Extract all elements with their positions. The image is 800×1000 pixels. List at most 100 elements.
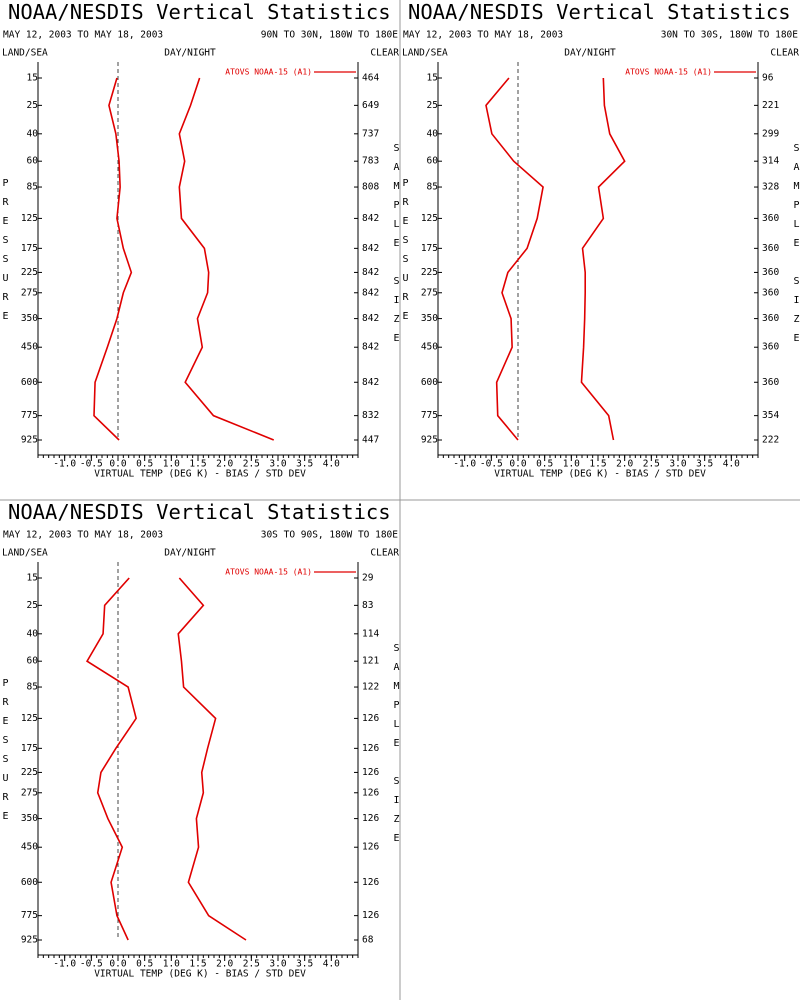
sample-size: 808	[362, 182, 379, 193]
y-tick-label: 60	[27, 156, 39, 167]
sample-size: 126	[362, 877, 379, 888]
sample-size: 126	[362, 713, 379, 724]
data-line	[178, 77, 275, 441]
x-tick-label: 0.0	[109, 959, 126, 970]
y-tick-label: 15	[27, 73, 38, 84]
sample-size: 783	[362, 156, 379, 167]
sample-size: 221	[762, 100, 779, 111]
y-tick-label: 85	[27, 682, 38, 693]
y2-axis-label: SAMPLE SIZE	[791, 143, 800, 352]
x-tick-label: 3.0	[269, 459, 286, 470]
x-tick-label: -1.0	[53, 459, 76, 470]
panel: NOAA/NESDIS Vertical Statistics MAY 12, 2…	[0, 500, 402, 980]
legend-label: ATOVS NOAA-15 (A1)	[625, 68, 712, 77]
date-range: MAY 12, 2003 TO MAY 18, 2003	[403, 30, 563, 41]
x-tick-label: 2.0	[216, 459, 233, 470]
y-tick-label: 25	[27, 600, 38, 611]
x-tick-label: 0.5	[136, 459, 153, 470]
y-axis-label: PRESSURE	[0, 178, 11, 330]
legend-label: ATOVS NOAA-15 (A1)	[225, 68, 312, 77]
x-tick-label: 2.0	[616, 459, 633, 470]
x-axis-label: VIRTUAL TEMP (DEG K) - BIAS / STD DEV	[94, 969, 306, 980]
y-axis-label: PRESSURE	[0, 678, 11, 830]
y-tick-label: 450	[421, 342, 438, 353]
y-tick-label: 225	[21, 267, 38, 278]
sample-size: 832	[362, 410, 379, 421]
data-line	[177, 577, 247, 941]
y-tick-label: 350	[21, 813, 38, 824]
y-tick-label: 175	[421, 243, 438, 254]
sample-size: 842	[362, 313, 379, 324]
sample-size: 360	[762, 243, 779, 254]
chart-title: NOAA/NESDIS Vertical Statistics	[8, 500, 391, 524]
y2-axis-label: SAMPLE SIZE	[391, 643, 402, 852]
sample-size: 360	[762, 267, 779, 278]
x-tick-label: 1.5	[189, 959, 206, 970]
day-night: DAY/NIGHT	[164, 48, 216, 59]
y-tick-label: 60	[427, 156, 439, 167]
region: 30N TO 30S, 180W TO 180E	[661, 30, 799, 41]
sample-size: 126	[362, 743, 379, 754]
y-tick-label: 40	[427, 128, 439, 139]
land-sea: LAND/SEA	[2, 48, 48, 59]
x-tick-label: 1.0	[163, 959, 180, 970]
y-tick-label: 85	[427, 182, 438, 193]
x-tick-label: 1.0	[163, 459, 180, 470]
sample-size: 360	[762, 213, 779, 224]
y-tick-label: 15	[427, 73, 438, 84]
sample-size: 68	[362, 935, 374, 946]
y-tick-label: 775	[21, 910, 38, 921]
sample-size: 126	[362, 842, 379, 853]
x-tick-label: 0.5	[536, 459, 553, 470]
sample-size: 299	[762, 128, 779, 139]
x-tick-label: 3.0	[269, 959, 286, 970]
x-tick-label: 1.5	[189, 459, 206, 470]
sample-size: 126	[362, 787, 379, 798]
y-tick-label: 775	[421, 410, 438, 421]
x-tick-label: 4.0	[323, 459, 340, 470]
data-line	[580, 77, 626, 441]
x-tick-label: -0.5	[80, 959, 103, 970]
x-axis-label: VIRTUAL TEMP (DEG K) - BIAS / STD DEV	[94, 469, 306, 480]
y-tick-label: 25	[27, 100, 38, 111]
x-tick-label: 2.5	[243, 459, 260, 470]
sample-size: 842	[362, 243, 379, 254]
y-tick-label: 600	[21, 377, 38, 388]
day-night: DAY/NIGHT	[564, 48, 616, 59]
sample-size: 842	[362, 267, 379, 278]
y-tick-label: 600	[421, 377, 438, 388]
panel: NOAA/NESDIS Vertical Statistics MAY 12, 2…	[400, 0, 800, 480]
y-tick-label: 275	[21, 287, 38, 298]
data-line	[485, 77, 544, 441]
sample-size: 464	[362, 73, 379, 84]
sample-size: 328	[762, 182, 779, 193]
x-tick-label: 1.5	[589, 459, 606, 470]
sample-size: 447	[362, 435, 379, 446]
sample-size: 360	[762, 377, 779, 388]
region: 30S TO 90S, 180W TO 180E	[261, 530, 399, 541]
data-line	[93, 77, 133, 441]
sample-size: 314	[762, 156, 779, 167]
x-tick-label: 3.5	[296, 959, 313, 970]
sample-size: 126	[362, 910, 379, 921]
y-tick-label: 40	[27, 628, 39, 639]
y-tick-label: 275	[421, 287, 438, 298]
y-tick-label: 450	[21, 842, 38, 853]
y-tick-label: 125	[421, 213, 438, 224]
sample-size: 842	[362, 342, 379, 353]
y-tick-label: 85	[27, 182, 38, 193]
sample-size: 222	[762, 435, 779, 446]
y-tick-label: 125	[21, 713, 38, 724]
y-tick-label: 40	[27, 128, 39, 139]
x-tick-label: 0.5	[136, 959, 153, 970]
x-axis-label: VIRTUAL TEMP (DEG K) - BIAS / STD DEV	[494, 469, 706, 480]
sample-size: 354	[762, 410, 779, 421]
y-tick-label: 600	[21, 877, 38, 888]
sample-size: 360	[762, 313, 779, 324]
y-tick-label: 60	[27, 656, 39, 667]
chart-title: NOAA/NESDIS Vertical Statistics	[408, 0, 791, 24]
sample-size: 737	[362, 128, 379, 139]
sample-size: 842	[362, 287, 379, 298]
